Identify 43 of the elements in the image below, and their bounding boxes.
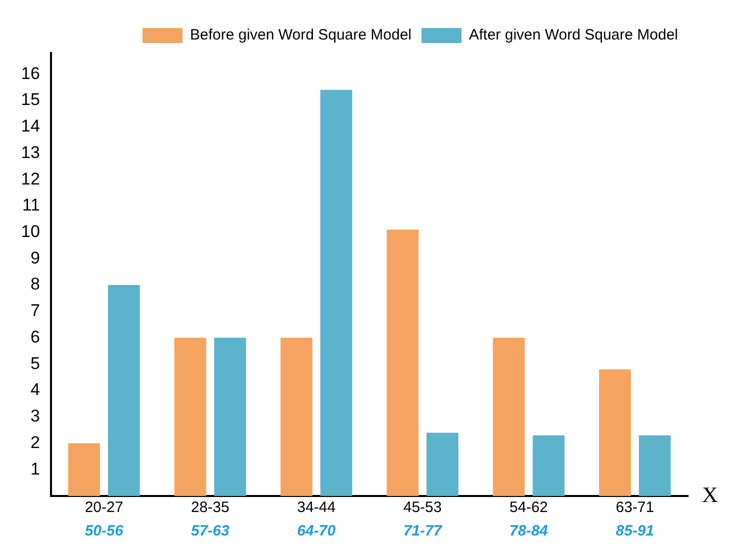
y-tick-label: 6 (30, 327, 40, 346)
y-tick-label: 12 (20, 169, 40, 188)
bar (386, 230, 419, 496)
y-tick-label: 15 (20, 90, 40, 110)
y-tick-label: 10 (20, 222, 40, 241)
x-tick-label: 45-53 (403, 499, 442, 516)
bar (638, 435, 671, 496)
x-tick-label: 63-71 (616, 499, 654, 516)
y-tick-label: 9 (30, 248, 40, 268)
bar (599, 369, 631, 496)
legend-label: After given Word Square Model (469, 26, 678, 44)
text: 57-63 (190, 522, 230, 540)
bar (280, 338, 312, 496)
x-tick-label: 20-27 (84, 499, 124, 516)
y-tick-label: 2 (30, 432, 40, 452)
bar (174, 338, 206, 496)
legend-label: Before given Word Square Model (190, 26, 412, 44)
bar (214, 338, 246, 496)
text: 64-70 (297, 522, 336, 540)
bar (108, 285, 140, 496)
y-tick-label: 13 (20, 142, 40, 162)
y-tick-label: 14 (20, 116, 40, 136)
text: 78-84 (510, 522, 549, 540)
y-tick-label: 16 (20, 64, 40, 83)
x-tick-label: 54-62 (510, 499, 548, 516)
y-tick-label: 11 (22, 196, 40, 215)
bar (320, 90, 352, 496)
x-tick-label: 28-35 (190, 499, 230, 516)
y-tick-label: 4 (30, 380, 40, 400)
x-tick-label: 34-44 (297, 499, 336, 516)
bar (492, 338, 525, 496)
bar (532, 435, 565, 496)
y-tick-label: 5 (30, 354, 40, 373)
text: 85-91 (616, 522, 654, 540)
bar (426, 432, 458, 496)
text: 50-56 (84, 522, 124, 540)
y-tick-label: 7 (30, 301, 40, 320)
text: 71-77 (403, 522, 442, 540)
y-tick-label: 3 (30, 406, 40, 426)
y-tick-label: 8 (30, 274, 40, 294)
bar (68, 443, 100, 496)
y-tick-label: 1 (30, 459, 40, 478)
x-axis-title: X (702, 482, 718, 507)
